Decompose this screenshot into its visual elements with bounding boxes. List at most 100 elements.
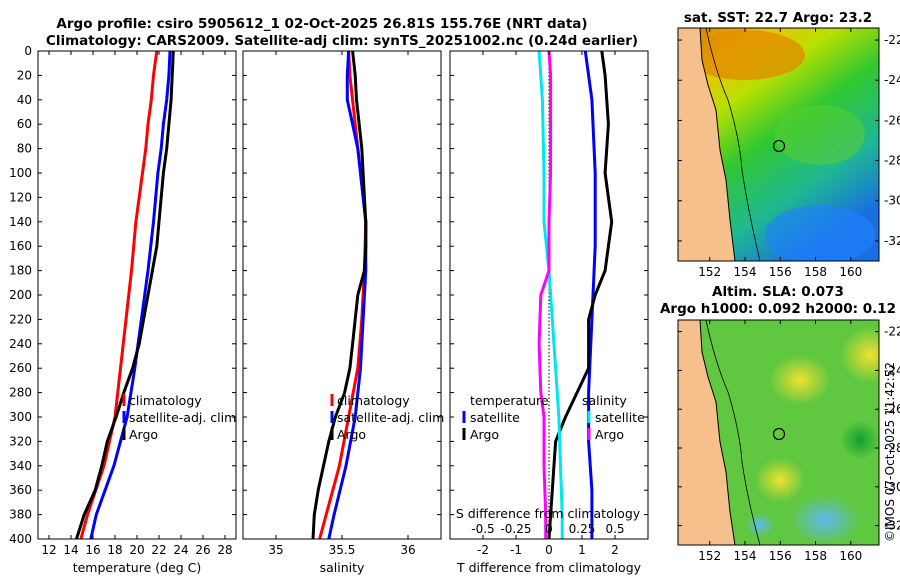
series-s-satellite <box>537 51 564 539</box>
map-lat-label: -22 <box>884 33 900 47</box>
x-tick-label: 36 <box>400 543 415 557</box>
map-lat-label: -28 <box>884 154 900 168</box>
depth-tick-label: 80 <box>17 142 32 156</box>
series-climatology <box>79 51 159 539</box>
temperature-x-axis: 12 14 16 18 20 22 24 26 28 <box>41 51 233 557</box>
legend-s-argo: Argo <box>595 427 624 442</box>
t-diff-x-axis: -2 -1 0 1 2 <box>477 51 619 557</box>
x-tick-label: 2 <box>611 543 619 557</box>
x-tick-label: 1 <box>578 543 586 557</box>
sla-map-title-line2: Argo h1000: 0.092 h2000: 0.12 <box>660 301 896 317</box>
series-argo <box>311 51 368 539</box>
figure-title-line2: Climatology: CARS2009. Satellite-adj cli… <box>46 33 638 49</box>
s-diff-tick-label: 0 <box>545 522 553 536</box>
x-tick-label: -2 <box>477 543 489 557</box>
depth-tick-label: 160 <box>9 239 32 253</box>
map-lat-label: -30 <box>884 194 900 208</box>
s-diff-tick-label: 0.25 <box>569 522 596 536</box>
x-tick-label: 28 <box>217 543 232 557</box>
isobath <box>705 320 761 545</box>
series-satellite-adj-clim <box>89 51 172 539</box>
sla-map-title-line1: Altim. SLA: 0.073 <box>712 284 844 300</box>
map-lat-label: -28 <box>884 441 900 455</box>
s-diff-tick-label: -0.25 <box>500 522 531 536</box>
legend-t-satellite: satellite <box>470 410 520 425</box>
depth-tick-label: 300 <box>9 410 32 424</box>
t-diff-xlabel: T difference from climatology <box>456 560 642 575</box>
salinity-panel: 35 35.5 36 salinity climatology satellite-… <box>242 50 444 575</box>
temperature-xlabel: temperature (deg C) <box>73 560 202 575</box>
depth-tick-label: 360 <box>9 483 32 497</box>
series-t-argo <box>547 51 614 539</box>
depth-tick-label: 0 <box>24 44 32 58</box>
map-lon-label: 160 <box>839 265 862 279</box>
depth-tick-label: 280 <box>9 386 32 400</box>
x-tick-label: -1 <box>510 543 522 557</box>
temperature-frame <box>37 50 237 540</box>
isobath <box>705 28 761 261</box>
series-argo <box>75 51 175 539</box>
s-diff-tick-label: -0.5 <box>471 522 494 536</box>
depth-tick-label: 400 <box>9 532 32 546</box>
sla-low-1 <box>790 495 860 545</box>
sla-mid <box>840 420 879 460</box>
map-lat-label: -32 <box>884 519 900 533</box>
temperature-legend: climatology satellite-adj. clim Argo <box>122 393 236 442</box>
s-diff-tick-label: 0.5 <box>605 522 624 536</box>
difference-frame <box>449 50 649 540</box>
legend-salinity-title: salinity <box>582 393 627 408</box>
legend-argo: Argo <box>337 427 366 442</box>
figure-title-line1: Argo profile: csiro 5905612_1 02-Oct-202… <box>56 16 587 32</box>
map-lat-label: -30 <box>884 480 900 494</box>
depth-tick-label: 220 <box>9 312 32 326</box>
coastline <box>699 320 736 545</box>
map-lat-label: -32 <box>884 234 900 248</box>
legend-satellite: satellite-adj. clim <box>129 410 236 425</box>
map-lon-label: 158 <box>804 265 827 279</box>
float-position-marker <box>772 427 786 441</box>
sst-map: sat. SST: 22.7 Argo: 23.2 152 154 156 158 16… <box>677 10 900 279</box>
x-tick-label: 14 <box>63 543 78 557</box>
sst-mid-patch <box>775 105 865 165</box>
map-lon-label: 160 <box>839 549 862 563</box>
x-tick-label: 16 <box>85 543 100 557</box>
depth-tick-label: 260 <box>9 361 32 375</box>
sst-warm-patch <box>685 30 805 80</box>
legend-argo: Argo <box>129 427 158 442</box>
depth-tick-label: 380 <box>9 508 32 522</box>
difference-legend: temperature satellite Argo salinity sate… <box>462 393 645 442</box>
legend-satellite: satellite-adj. clim <box>337 410 444 425</box>
depth-axis: 0 20 40 60 80 100 120 140 160 180 200 220 240 260 280 3… <box>9 44 648 546</box>
x-tick-label: 12 <box>41 543 56 557</box>
salinity-frame <box>242 50 442 540</box>
s-diff-label: S difference from climatology <box>456 506 641 521</box>
map-lon-label: 154 <box>734 265 757 279</box>
depth-tick-label: 320 <box>9 434 32 448</box>
map-lon-label: 156 <box>769 549 792 563</box>
x-tick-label: 22 <box>151 543 166 557</box>
series-t-satellite <box>583 51 597 539</box>
depth-tick-label: 20 <box>17 68 32 82</box>
depth-tick-label: 200 <box>9 288 32 302</box>
map-lat-label: -22 <box>884 325 900 339</box>
salinity-x-axis: 35 35.5 36 <box>268 51 416 557</box>
sla-map: Altim. SLA: 0.073 Argo h1000: 0.092 h200… <box>660 284 900 563</box>
sla-map-frame <box>677 319 880 546</box>
x-tick-label: 18 <box>107 543 122 557</box>
sst-map-axes: 152 154 156 158 160 -22 -24 -26 -28 -30 -32 <box>678 28 900 279</box>
float-position-marker <box>772 139 786 153</box>
x-tick-label: 24 <box>173 543 188 557</box>
salinity-xlabel: salinity <box>320 560 365 575</box>
sla-map-axes: 152 154 156 158 160 -22 -24 -26 -28 -30 -32 <box>678 320 900 563</box>
map-lat-label: -24 <box>884 73 900 87</box>
sla-low-2 <box>745 513 775 537</box>
x-tick-label: 20 <box>129 543 144 557</box>
map-lon-label: 154 <box>734 549 757 563</box>
map-lat-label: -26 <box>884 113 900 127</box>
australia-land <box>678 28 735 261</box>
australia-land <box>678 320 735 545</box>
x-tick-label: 35 <box>268 543 283 557</box>
depth-tick-label: 180 <box>9 264 32 278</box>
sla-high-1 <box>770 355 830 405</box>
sst-map-frame <box>677 27 880 262</box>
